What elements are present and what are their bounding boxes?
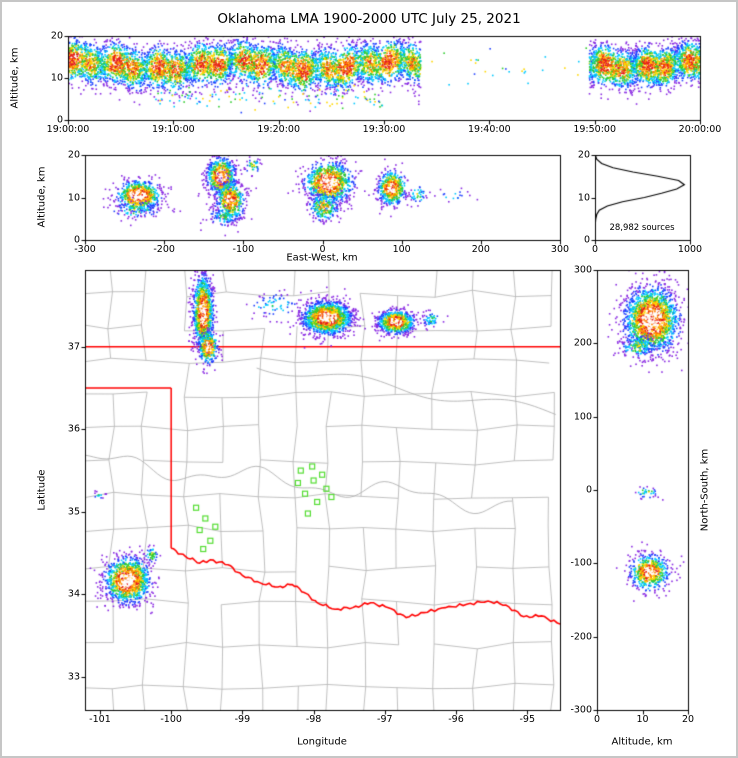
tick-label: 100 bbox=[573, 410, 592, 422]
tick-label: 19:50:00 bbox=[573, 124, 616, 135]
tick-label: 0 bbox=[319, 244, 326, 255]
map-ylabel: Latitude bbox=[36, 469, 48, 511]
eastwest-panel-ylabel: Altitude, km bbox=[36, 166, 48, 228]
tick-label: 19:20:00 bbox=[257, 124, 300, 135]
tick-label: 10 bbox=[50, 72, 63, 84]
tick-label: 19:40:00 bbox=[467, 124, 511, 135]
tick-label: 200 bbox=[471, 244, 490, 255]
histogram-total-sources: 28,982 sources bbox=[609, 223, 675, 233]
tick-label: 35 bbox=[67, 506, 80, 518]
map-xlabel: Longitude bbox=[297, 736, 347, 748]
tick-label: 20 bbox=[50, 30, 63, 42]
tick-label: 20 bbox=[681, 714, 695, 725]
tick-label: 33 bbox=[67, 671, 80, 683]
tick-label: -96 bbox=[448, 714, 464, 725]
tick-label: 0 bbox=[583, 234, 590, 246]
tick-label: 37 bbox=[67, 341, 80, 353]
tick-label: 0 bbox=[585, 484, 592, 496]
tick-label: 20 bbox=[577, 149, 590, 161]
tick-label: 0 bbox=[73, 234, 80, 246]
tick-label: 0 bbox=[593, 714, 601, 725]
eastwest-panel-xlabel: East-West, km bbox=[286, 252, 358, 264]
figure-title: Oklahoma LMA 1900-2000 UTC July 25, 2021 bbox=[217, 11, 521, 27]
northsouth-panel-ylabel: North-South, km bbox=[699, 448, 711, 532]
tick-label: -95 bbox=[519, 714, 535, 725]
tick-label: -100 bbox=[232, 244, 255, 255]
tick-label: 300 bbox=[573, 264, 592, 276]
tick-label: 19:30:00 bbox=[362, 124, 406, 135]
tick-label: 34 bbox=[67, 588, 80, 600]
tick-label: 100 bbox=[392, 244, 411, 255]
tick-label: -200 bbox=[570, 630, 592, 642]
tick-label: 300 bbox=[550, 244, 570, 255]
tick-label: 10 bbox=[577, 191, 590, 203]
tick-label: 20 bbox=[67, 149, 80, 161]
tick-label: -200 bbox=[153, 244, 175, 255]
tick-label: -98 bbox=[305, 714, 322, 725]
tick-label: -97 bbox=[377, 714, 393, 725]
northsouth-panel-xlabel: Altitude, km bbox=[611, 736, 673, 748]
time-panel-ylabel: Altitude, km bbox=[9, 47, 21, 109]
tick-label: -99 bbox=[234, 714, 251, 725]
tick-label: 19:00:00 bbox=[46, 124, 90, 135]
tick-label: 200 bbox=[573, 337, 592, 349]
tick-label: 19:10:00 bbox=[151, 124, 195, 135]
tick-label: 10 bbox=[636, 714, 649, 725]
tick-label: 20:00:00 bbox=[678, 124, 722, 135]
tick-label: -101 bbox=[89, 714, 111, 725]
tick-label: 0 bbox=[56, 114, 63, 126]
tick-label: 0 bbox=[591, 244, 599, 255]
tick-label: -300 bbox=[570, 704, 592, 716]
tick-label: -100 bbox=[160, 714, 182, 725]
tick-label: -300 bbox=[74, 244, 96, 255]
tick-label: -100 bbox=[570, 557, 592, 569]
tick-label: 10 bbox=[67, 191, 80, 203]
tick-label: 36 bbox=[67, 423, 80, 435]
tick-label: 1000 bbox=[677, 244, 703, 255]
